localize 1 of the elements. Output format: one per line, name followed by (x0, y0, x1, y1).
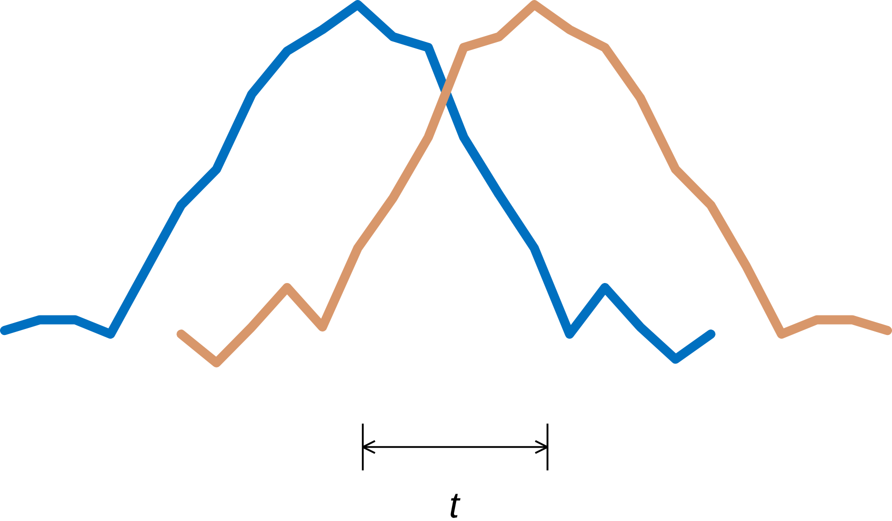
text: t (450, 494, 460, 518)
